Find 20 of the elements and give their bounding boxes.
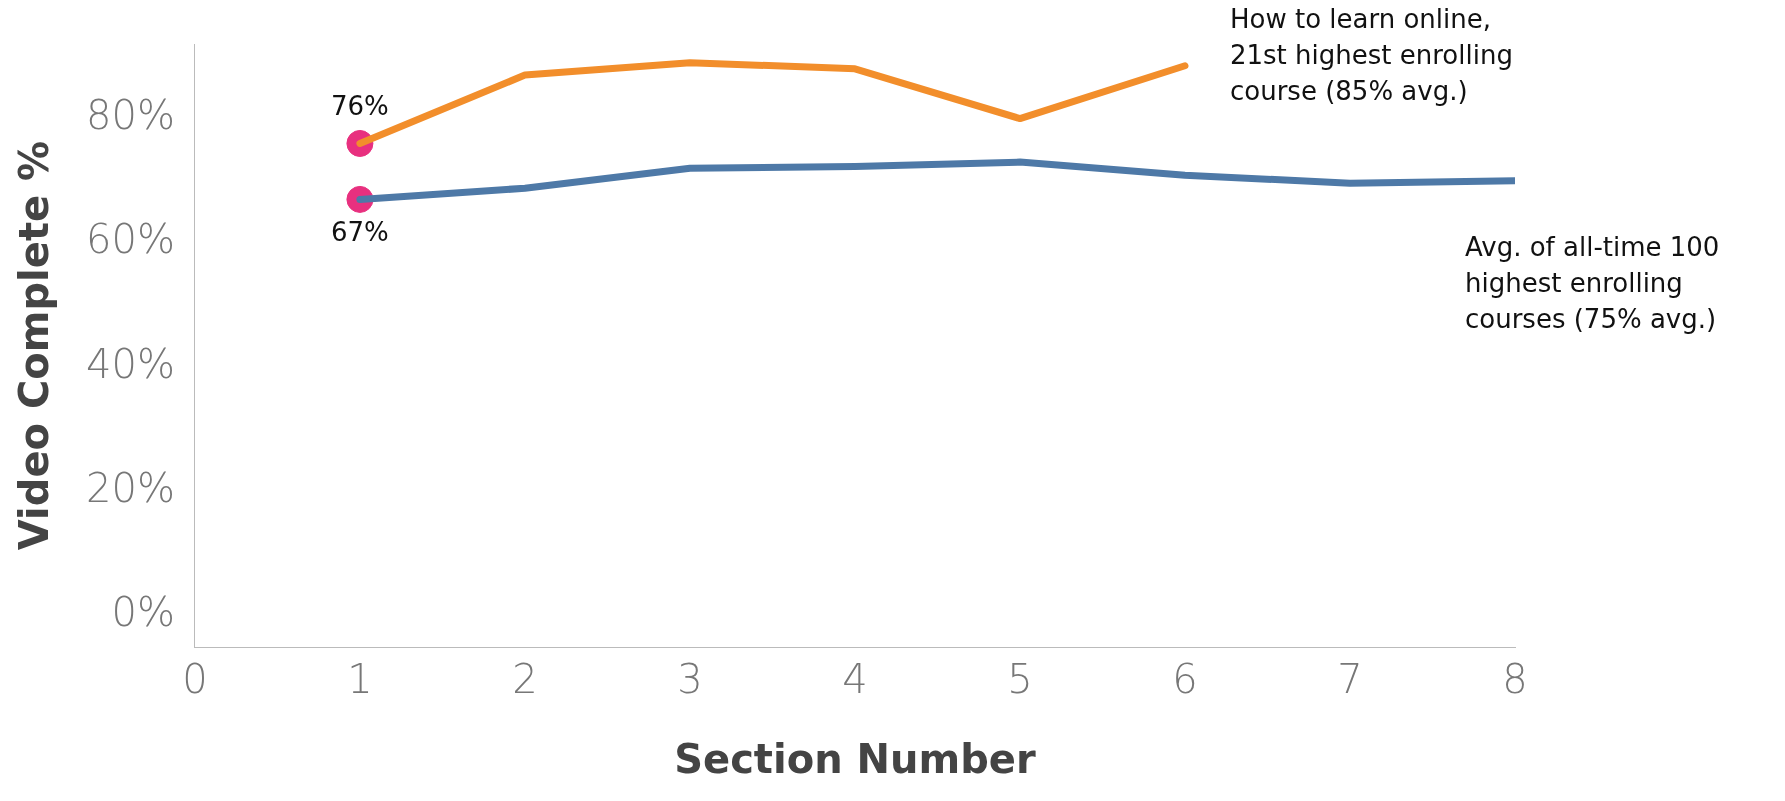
series-label: How to learn online, 21st highest enrolling course (85% avg.) bbox=[1229, 3, 1513, 106]
x-tick-label: 5 bbox=[1007, 656, 1033, 703]
y-tick-label: 60% bbox=[86, 216, 175, 263]
x-tick-label: 6 bbox=[1172, 656, 1198, 703]
x-tick-label: 8 bbox=[1502, 656, 1528, 703]
series-label: Avg. of all-time 100 highest enrolling courses (75% avg.) bbox=[1465, 231, 1720, 334]
data-label: 76% bbox=[331, 91, 389, 122]
x-tick-label: 2 bbox=[512, 656, 538, 703]
x-tick-label: 1 bbox=[347, 656, 373, 703]
x-axis-title: Section Number bbox=[674, 736, 1036, 783]
y-tick-label: 80% bbox=[86, 91, 175, 138]
x-tick-label: 0 bbox=[182, 656, 208, 703]
y-tick-label: 20% bbox=[86, 464, 175, 511]
data-label: 67% bbox=[331, 217, 389, 248]
x-tick-label: 3 bbox=[677, 656, 703, 703]
y-tick-label: 40% bbox=[86, 340, 175, 387]
x-tick-label: 4 bbox=[842, 656, 868, 703]
y-tick-label: 0% bbox=[111, 589, 175, 636]
y-axis-title: Video Complete % bbox=[11, 140, 58, 551]
x-tick-label: 7 bbox=[1337, 656, 1363, 703]
